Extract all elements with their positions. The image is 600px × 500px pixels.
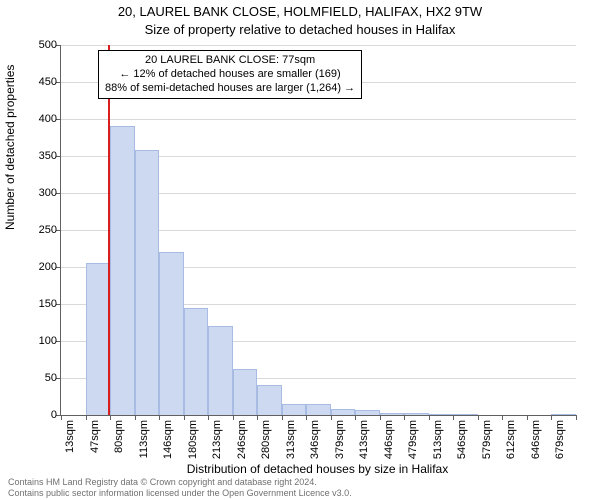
x-tick-label: 679sqm <box>554 420 566 470</box>
y-tick-label: 400 <box>17 113 57 125</box>
x-tick-mark <box>478 415 479 420</box>
x-tick-label: 612sqm <box>505 420 517 470</box>
y-tick-label: 100 <box>17 335 57 347</box>
x-tick-mark <box>282 415 283 420</box>
histogram-bar <box>306 404 331 415</box>
x-tick-label: 47sqm <box>89 420 101 470</box>
x-tick-label: 213sqm <box>211 420 223 470</box>
x-tick-label: 346sqm <box>309 420 321 470</box>
y-tick-label: 300 <box>17 187 57 199</box>
histogram-bar <box>355 410 380 415</box>
x-tick-label: 146sqm <box>162 420 174 470</box>
x-tick-label: 246sqm <box>236 420 248 470</box>
x-tick-label: 80sqm <box>113 420 125 470</box>
property-marker-line <box>108 45 110 415</box>
x-tick-mark <box>502 415 503 420</box>
chart-title-address: 20, LAUREL BANK CLOSE, HOLMFIELD, HALIFA… <box>0 4 600 19</box>
x-tick-label: 513sqm <box>432 420 444 470</box>
histogram-bar <box>404 413 429 415</box>
x-tick-mark <box>110 415 111 420</box>
chart-title-subtitle: Size of property relative to detached ho… <box>0 22 600 37</box>
histogram-bar <box>159 252 184 415</box>
x-tick-label: 180sqm <box>187 420 199 470</box>
gridline <box>61 119 576 120</box>
copyright-line1: Contains HM Land Registry data © Crown c… <box>8 477 352 487</box>
annotation-line3: 88% of semi-detached houses are larger (… <box>105 82 355 96</box>
x-tick-mark <box>135 415 136 420</box>
x-tick-label: 413sqm <box>358 420 370 470</box>
x-tick-label: 646sqm <box>530 420 542 470</box>
x-tick-label: 280sqm <box>260 420 272 470</box>
annotation-line2: ← 12% of detached houses are smaller (16… <box>105 68 355 82</box>
x-tick-mark <box>257 415 258 420</box>
x-tick-mark <box>429 415 430 420</box>
histogram-bar <box>233 369 258 415</box>
annotation-line1: 20 LAUREL BANK CLOSE: 77sqm <box>105 54 355 68</box>
x-tick-mark <box>233 415 234 420</box>
y-tick-label: 250 <box>17 224 57 236</box>
x-tick-mark <box>576 415 577 420</box>
histogram-bar <box>135 150 160 415</box>
x-tick-mark <box>208 415 209 420</box>
x-tick-label: 379sqm <box>334 420 346 470</box>
x-tick-mark <box>453 415 454 420</box>
y-tick-label: 150 <box>17 298 57 310</box>
copyright-line2: Contains public sector information licen… <box>8 488 352 498</box>
x-tick-label: 579sqm <box>481 420 493 470</box>
x-tick-mark <box>86 415 87 420</box>
x-tick-mark <box>380 415 381 420</box>
y-axis-label: Number of detached properties <box>3 65 17 230</box>
gridline <box>61 45 576 46</box>
x-tick-label: 113sqm <box>138 420 150 470</box>
x-tick-mark <box>306 415 307 420</box>
x-tick-mark <box>159 415 160 420</box>
x-tick-mark <box>331 415 332 420</box>
x-tick-mark <box>551 415 552 420</box>
x-tick-label: 446sqm <box>383 420 395 470</box>
histogram-bar <box>282 404 307 415</box>
x-tick-mark <box>184 415 185 420</box>
y-tick-label: 50 <box>17 372 57 384</box>
x-tick-label: 13sqm <box>64 420 76 470</box>
y-tick-label: 350 <box>17 150 57 162</box>
x-tick-mark <box>527 415 528 420</box>
histogram-bar <box>380 413 405 415</box>
y-tick-label: 500 <box>17 39 57 51</box>
x-tick-mark <box>404 415 405 420</box>
y-tick-label: 450 <box>17 76 57 88</box>
histogram-bar <box>86 263 111 415</box>
histogram-bar <box>110 126 135 415</box>
histogram-bar <box>429 414 454 415</box>
histogram-bar <box>331 409 356 415</box>
y-tick-label: 200 <box>17 261 57 273</box>
y-tick-label: 0 <box>17 409 57 421</box>
histogram-bar <box>551 414 576 415</box>
plot-area <box>60 45 576 416</box>
x-tick-mark <box>355 415 356 420</box>
histogram-bar <box>453 414 478 415</box>
histogram-bar <box>208 326 233 415</box>
x-tick-mark <box>61 415 62 420</box>
copyright-text: Contains HM Land Registry data © Crown c… <box>8 477 352 498</box>
histogram-bar <box>184 308 209 415</box>
histogram-bar <box>257 385 282 415</box>
annotation-box: 20 LAUREL BANK CLOSE: 77sqm ← 12% of det… <box>98 50 362 99</box>
x-tick-label: 546sqm <box>456 420 468 470</box>
x-tick-label: 479sqm <box>407 420 419 470</box>
x-tick-label: 313sqm <box>285 420 297 470</box>
